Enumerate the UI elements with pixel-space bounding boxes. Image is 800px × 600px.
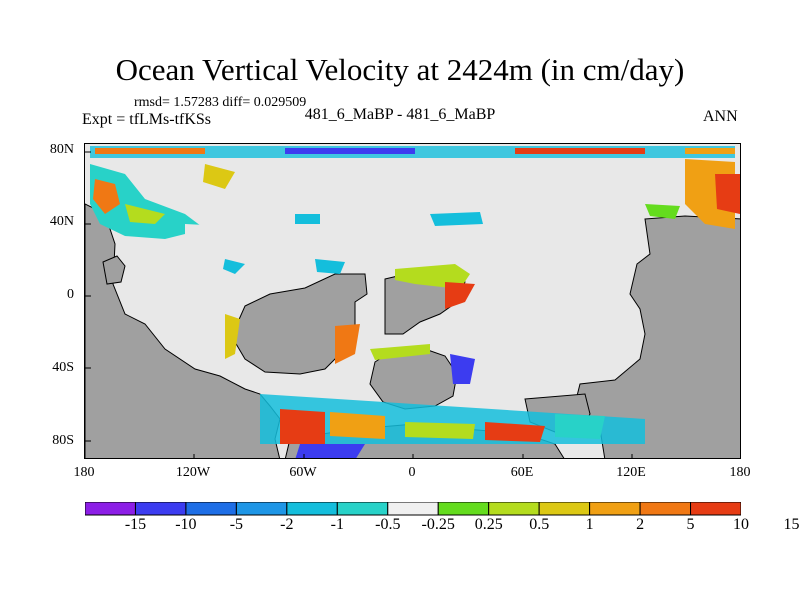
land-west-island bbox=[102, 255, 126, 285]
colorbar-tick-label: -0.25 bbox=[421, 516, 455, 533]
colorbar-swatch bbox=[538, 502, 591, 516]
colorbar-tick-label: 15 bbox=[783, 516, 800, 533]
lat-label-80n: 80N bbox=[49, 142, 74, 157]
colorbar-swatch bbox=[286, 502, 338, 516]
colorbar-tick-label: 0.25 bbox=[474, 516, 503, 533]
colorbar-swatch bbox=[639, 502, 692, 516]
velocity-anomalies bbox=[90, 146, 740, 458]
colorbar-swatch bbox=[235, 502, 288, 516]
lon-label-180w: 180 bbox=[73, 465, 95, 480]
experiment-label: Expt = tfLMs-tfKSs bbox=[82, 111, 212, 128]
colorbar-swatch bbox=[589, 502, 641, 516]
lat-label-40n: 40N bbox=[49, 214, 74, 229]
colorbar-swatch bbox=[690, 502, 741, 516]
lat-label-80s: 80S bbox=[52, 433, 74, 448]
colorbar-tick-label: 10 bbox=[733, 516, 749, 533]
colorbar-swatch bbox=[85, 502, 136, 516]
lon-label-0: 0 bbox=[408, 465, 416, 480]
colorbar-tick-label: 1 bbox=[585, 516, 594, 533]
map-svg bbox=[85, 144, 740, 458]
colorbar-swatch bbox=[437, 502, 490, 516]
lat-label-40s: 40S bbox=[52, 360, 74, 375]
map-panel bbox=[84, 143, 741, 459]
lat-label-0: 0 bbox=[67, 287, 74, 302]
colorbar-tick-label: -0.5 bbox=[375, 516, 401, 533]
colorbar-tick-label: 5 bbox=[686, 516, 695, 533]
colorbar-tick-label: -10 bbox=[175, 516, 197, 533]
axis-ticks bbox=[85, 151, 633, 458]
colorbar-tick-label: 2 bbox=[636, 516, 645, 533]
stats-text: rmsd= 1.57283 diff= 0.029509 bbox=[134, 95, 307, 110]
colorbar-swatch bbox=[185, 502, 237, 516]
lon-label-120w: 120W bbox=[175, 465, 211, 480]
lon-label-120e: 120E bbox=[616, 465, 646, 480]
nw-feature bbox=[90, 164, 205, 239]
colorbar-swatch bbox=[134, 502, 187, 516]
colorbar-tick-label: -2 bbox=[280, 516, 294, 533]
lon-label-60e: 60E bbox=[510, 465, 534, 480]
plot-title: Ocean Vertical Velocity at 2424m (in cm/… bbox=[115, 52, 685, 87]
colorbar-tick-label: -15 bbox=[124, 516, 147, 533]
colorbar-tick-label: -5 bbox=[229, 516, 244, 533]
season-label: ANN bbox=[703, 108, 738, 125]
land-east bbox=[574, 215, 740, 458]
lon-label-60w: 60W bbox=[289, 465, 317, 480]
colorbar-tick-label: -1 bbox=[330, 516, 344, 533]
colorbar-swatch bbox=[336, 502, 389, 516]
lon-label-180e: 180 bbox=[729, 465, 751, 480]
colorbar-tick-label: 0.5 bbox=[529, 516, 550, 533]
case-label: 481_6_MaBP - 481_6_MaBP bbox=[304, 106, 496, 123]
colorbar-swatch bbox=[387, 502, 439, 516]
colorbar-swatch bbox=[488, 502, 540, 516]
colorbar bbox=[85, 502, 741, 516]
central-blob-1 bbox=[430, 212, 483, 226]
